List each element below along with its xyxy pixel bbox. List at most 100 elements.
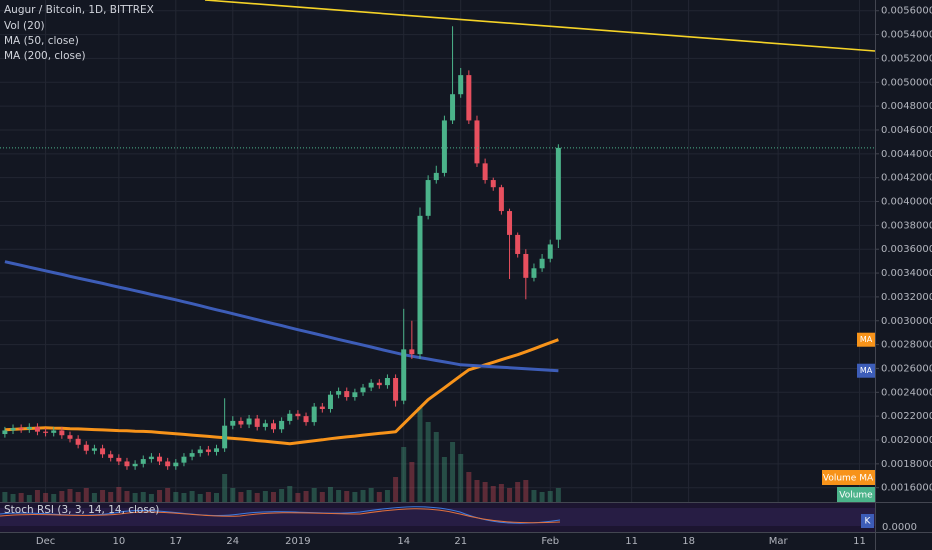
candle-body [108, 454, 114, 458]
volume-bar [75, 492, 81, 502]
candle-body [43, 431, 49, 433]
stoch-band [0, 508, 875, 526]
candle-body [51, 430, 57, 433]
volume-bar [319, 492, 325, 502]
candle-body [230, 420, 236, 426]
indicator-label: Vol (20) [4, 20, 45, 32]
candle-body [311, 406, 317, 423]
volume-bar [238, 492, 244, 502]
candle-body [401, 349, 407, 401]
x-tick-label: 10 [112, 536, 125, 547]
volume-bar [132, 493, 138, 502]
stoch-tick-label: 0.0000 [882, 522, 917, 533]
volume-bar [433, 432, 439, 502]
candle-body [393, 377, 399, 401]
volume-bar [539, 492, 545, 502]
volume-bar [270, 492, 276, 502]
candle-body [344, 391, 350, 398]
candle-body [116, 457, 122, 462]
volume-bar [360, 490, 366, 502]
volume-bar [189, 491, 195, 502]
volume-bar [91, 493, 97, 502]
x-tick-label: 17 [169, 536, 182, 547]
candle-body [417, 215, 423, 355]
candle-body [539, 258, 545, 269]
volume-bar [2, 492, 8, 502]
x-tick-label: 11 [853, 536, 866, 547]
candle-body [10, 428, 16, 431]
candle-body [450, 94, 456, 121]
candle-body [368, 382, 374, 388]
volume-bar [327, 487, 333, 502]
x-tick-label: Feb [541, 536, 559, 547]
candle-body [466, 75, 472, 121]
candle-body [287, 413, 293, 421]
candle-body [507, 211, 513, 235]
candle-body [336, 391, 342, 395]
volume-bar [352, 492, 358, 502]
volume-bar [10, 494, 16, 502]
volume-bar [303, 491, 309, 502]
candle-body [458, 75, 464, 95]
volume-ma-badge-label: Volume MA [823, 474, 874, 484]
series-badge [857, 363, 875, 378]
volume-bar [450, 442, 456, 502]
candle-body [319, 406, 325, 409]
candle-body [189, 453, 195, 457]
volume-bar [43, 493, 49, 502]
volume-bar [482, 482, 488, 502]
candle-body [547, 244, 553, 259]
volume-ma-badge [822, 470, 875, 485]
candle-body [246, 418, 252, 425]
candle-body [148, 456, 154, 460]
candle-body [34, 426, 40, 432]
volume-bar [254, 493, 260, 502]
candle-body [376, 382, 382, 386]
volume-bar [214, 493, 220, 502]
marks [0, 26, 875, 502]
volume-bar [523, 480, 529, 502]
candle-body [409, 349, 415, 355]
stoch-badge [861, 514, 874, 528]
candle-body [523, 253, 529, 278]
volume-bar [262, 491, 268, 502]
volume-bar [18, 493, 24, 502]
volume-bar [59, 491, 65, 502]
volume-bar [51, 494, 57, 502]
indicator-label: MA (200, close) [4, 50, 86, 62]
candle-body [384, 377, 390, 386]
volume-bar [279, 489, 285, 502]
volume-bar [376, 492, 382, 502]
volume-bar [466, 472, 472, 502]
stoch-badge-label: K [865, 517, 872, 527]
x-tick-label: 11 [625, 536, 638, 547]
volume-bar [165, 488, 171, 502]
volume-bar [384, 490, 390, 502]
x-tick-label: 24 [226, 536, 239, 547]
volume-bar [108, 492, 114, 502]
candle-body [26, 426, 32, 430]
candle-body [124, 461, 130, 467]
volume-bar [393, 477, 399, 502]
symbol-title: Augur / Bitcoin, 1D, BITTREX [4, 4, 154, 16]
volume-bar [417, 407, 423, 502]
volume-bar [425, 422, 431, 502]
